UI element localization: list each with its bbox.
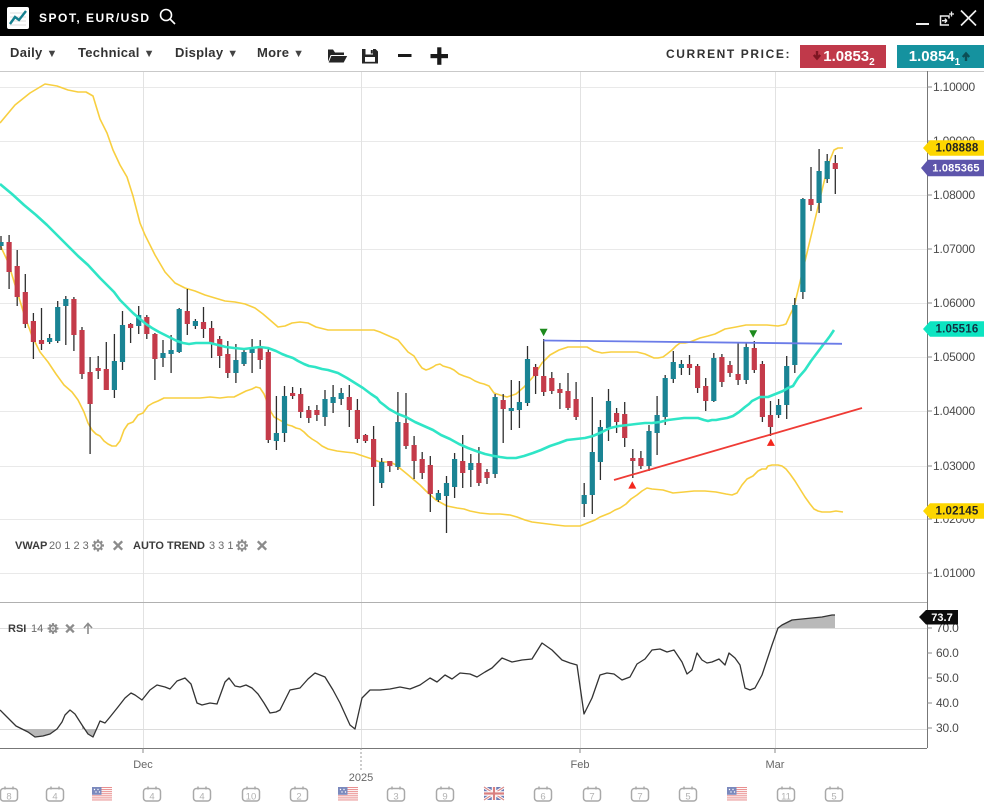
svg-text:1.01000: 1.01000	[933, 566, 976, 580]
svg-text:1.05516: 1.05516	[936, 324, 979, 336]
svg-text:Feb: Feb	[571, 759, 590, 771]
svg-text:Mar: Mar	[766, 759, 785, 771]
svg-text:8: 8	[6, 792, 11, 803]
svg-text:4: 4	[199, 792, 204, 803]
svg-text:5: 5	[831, 792, 836, 803]
svg-text:3 3 1: 3 3 1	[209, 540, 233, 552]
svg-text:20 1 2 3: 20 1 2 3	[49, 540, 89, 552]
svg-text:7: 7	[637, 792, 642, 803]
svg-text:4: 4	[52, 792, 57, 803]
svg-text:10: 10	[246, 792, 257, 803]
svg-text:7: 7	[589, 792, 594, 803]
svg-text:1.04000: 1.04000	[933, 404, 976, 418]
svg-text:6: 6	[540, 792, 545, 803]
svg-text:2: 2	[296, 792, 301, 803]
svg-text:AUTO TREND: AUTO TREND	[133, 540, 205, 552]
svg-text:VWAP: VWAP	[15, 540, 47, 552]
svg-text:RSI: RSI	[8, 623, 26, 635]
svg-text:2025: 2025	[349, 772, 373, 784]
svg-text:14: 14	[31, 623, 43, 635]
svg-text:5: 5	[685, 792, 690, 803]
svg-text:1.08888: 1.08888	[936, 143, 979, 155]
svg-text:50.0: 50.0	[936, 671, 959, 685]
svg-text:11: 11	[781, 792, 791, 803]
svg-text:73.7: 73.7	[931, 612, 952, 624]
svg-text:1.06000: 1.06000	[933, 296, 976, 310]
svg-text:1.08000: 1.08000	[933, 188, 976, 202]
svg-text:9: 9	[442, 792, 447, 803]
svg-text:1.05000: 1.05000	[933, 350, 976, 364]
svg-text:4: 4	[149, 792, 154, 803]
svg-text:1.10000: 1.10000	[933, 80, 976, 94]
svg-text:1.02145: 1.02145	[936, 506, 979, 518]
svg-text:40.0: 40.0	[936, 696, 959, 710]
svg-text:1.085365: 1.085365	[932, 163, 979, 175]
svg-text:1.07000: 1.07000	[933, 242, 976, 256]
svg-text:3: 3	[393, 792, 398, 803]
svg-text:30.0: 30.0	[936, 721, 959, 735]
svg-text:Dec: Dec	[133, 759, 153, 771]
svg-text:60.0: 60.0	[936, 646, 959, 660]
svg-text:1.03000: 1.03000	[933, 459, 976, 473]
